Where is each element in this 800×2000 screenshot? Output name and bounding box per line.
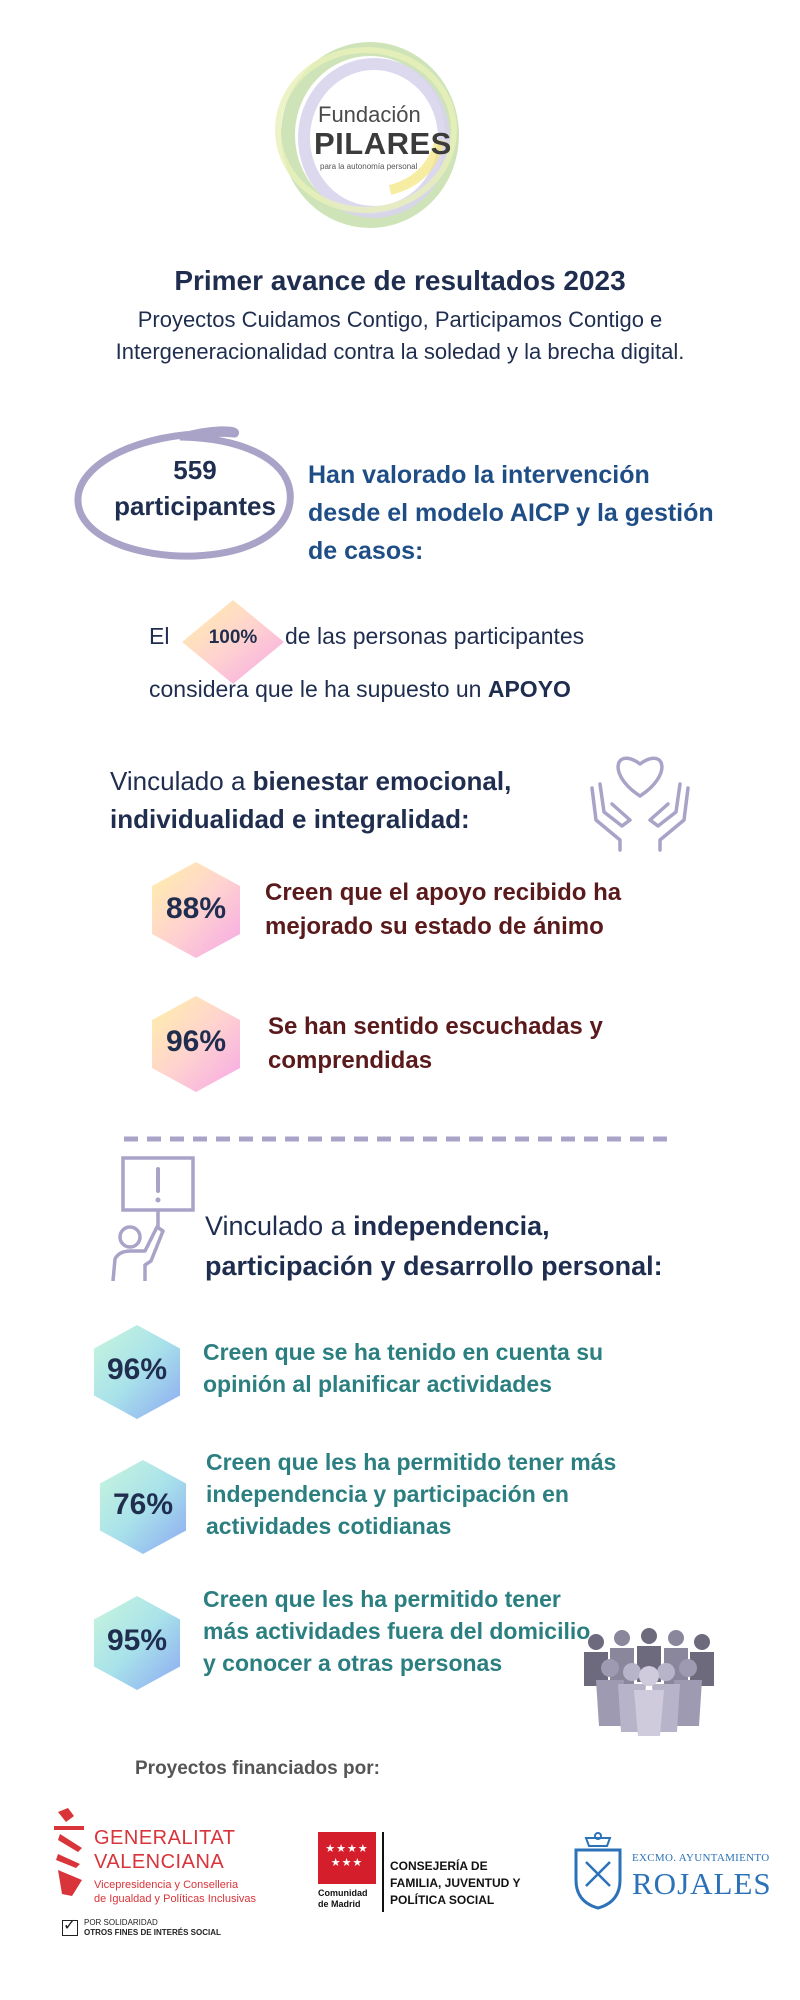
checkbox-tick-icon: ✓ (62, 1917, 78, 1936)
diamond-badge (182, 600, 284, 684)
support-line2: considera que le ha supuesto un APOYO (149, 676, 571, 703)
financed-label: Proyectos financiados por: (135, 1758, 380, 1779)
logo-rings (275, 42, 459, 228)
support-percent: 100% (208, 627, 258, 648)
stat-percent: 88% (165, 892, 227, 925)
gv-line3: Vicepresidencia y Conselleria (94, 1879, 239, 1891)
stat-text: Creen que les ha permitido tener más ind… (206, 1449, 617, 1539)
stat-text: Se han sentido escuchadas y comprendidas (268, 1013, 603, 1074)
stat-text: Creen que el apoyo recibido ha mejorado … (265, 879, 622, 940)
fundacion-pilares-logo: Fundación PILARES para la autonomía pers… (270, 30, 470, 240)
gv-line2: VALENCIANA (94, 1851, 225, 1873)
gv-tick-line2: OTROS FINES DE INTERÉS SOCIAL (84, 1928, 221, 1937)
madrid-dept1: CONSEJERÍA DE (390, 1859, 488, 1873)
stat-hexagon (93, 1596, 181, 1690)
person-sign-icon (111, 1156, 195, 1282)
support-line2-bold: APOYO (487, 676, 571, 702)
group-people-icon (584, 1628, 714, 1736)
stat-hexagon (93, 1325, 181, 1419)
madrid-stars-icon: ★★★★ ★★★ (318, 1832, 376, 1884)
comunidad-madrid-logo: ★★★★ ★★★ Comunidad de Madrid CONSEJERÍA D… (318, 1832, 538, 1922)
section2-heading-prefix: Vinculado a (205, 1211, 346, 1241)
hand-drawn-circle-icon (74, 426, 294, 560)
page-subtitle: Proyectos Cuidamos Contigo, Participamos… (115, 307, 685, 364)
stat-percent: 96% (106, 1353, 168, 1386)
section1-heading: Vinculado a bienestar emocional, individ… (110, 762, 610, 838)
madrid-separator (382, 1832, 384, 1912)
logo-text-fundacion: Fundación (318, 102, 421, 127)
madrid-dept2: FAMILIA, JUVENTUD Y (390, 1876, 521, 1890)
gv-emblem-icon (54, 1808, 84, 1896)
participants-description: Han valorado la intervención desde el mo… (308, 461, 714, 565)
support-line2-text: considera que le ha supuesto un (149, 676, 482, 702)
participants-count: 559 participantes (90, 452, 300, 524)
support-prefix: El (149, 623, 170, 649)
section2-heading-bold-line1: independencia, (353, 1211, 550, 1241)
logo-tagline: para la autonomía personal (320, 162, 418, 171)
gv-tick-line1: POR SOLIDARIDAD (84, 1918, 158, 1927)
stat-hexagon (152, 996, 240, 1092)
generalitat-valenciana-logo: GENERALITAT VALENCIANA Vicepresidencia y… (50, 1808, 290, 1948)
participants-number: 559 (173, 455, 217, 485)
section2-heading: Vinculado a independencia, participación… (205, 1206, 765, 1286)
heart-hands-icon (590, 756, 690, 852)
stat-hexagon (152, 862, 240, 958)
gv-line4: de Igualdad y Políticas Inclusivas (94, 1893, 257, 1905)
madrid-dept3: POLÍTICA SOCIAL (390, 1893, 495, 1907)
support-line1: de las personas participantes (285, 623, 585, 649)
logo-text-pilares: PILARES (314, 126, 452, 161)
section1-heading-prefix: Vinculado a (110, 766, 246, 796)
gv-line1: GENERALITAT (94, 1827, 236, 1849)
madrid-line2: de Madrid (318, 1899, 361, 1909)
stat-percent: 76% (112, 1488, 174, 1521)
ayuntamiento-rojales-logo: EXCMO. AYUNTAMIENTO ROJALES (570, 1832, 772, 1917)
rojales-line2: ROJALES (632, 1866, 772, 1901)
page-title: Primer avance de resultados 2023 (174, 265, 626, 296)
section2-heading-bold-line2: participación y desarrollo personal: (205, 1251, 663, 1281)
stat-percent: 95% (106, 1624, 168, 1657)
stat-hexagon (99, 1460, 187, 1554)
madrid-line1: Comunidad (318, 1888, 368, 1898)
stat-text: Creen que se ha tenido en cuenta su opin… (203, 1339, 604, 1397)
stat-percent: 96% (165, 1025, 227, 1058)
section1-heading-bold: bienestar emocional, individualidad e in… (110, 766, 512, 834)
rojales-shield-icon (574, 1832, 622, 1910)
rojales-line1: EXCMO. AYUNTAMIENTO (632, 1852, 770, 1864)
stat-text: Creen que les ha permitido tener más act… (203, 1586, 591, 1676)
dashed-divider (124, 1136, 674, 1142)
participants-label: participantes (114, 491, 276, 521)
